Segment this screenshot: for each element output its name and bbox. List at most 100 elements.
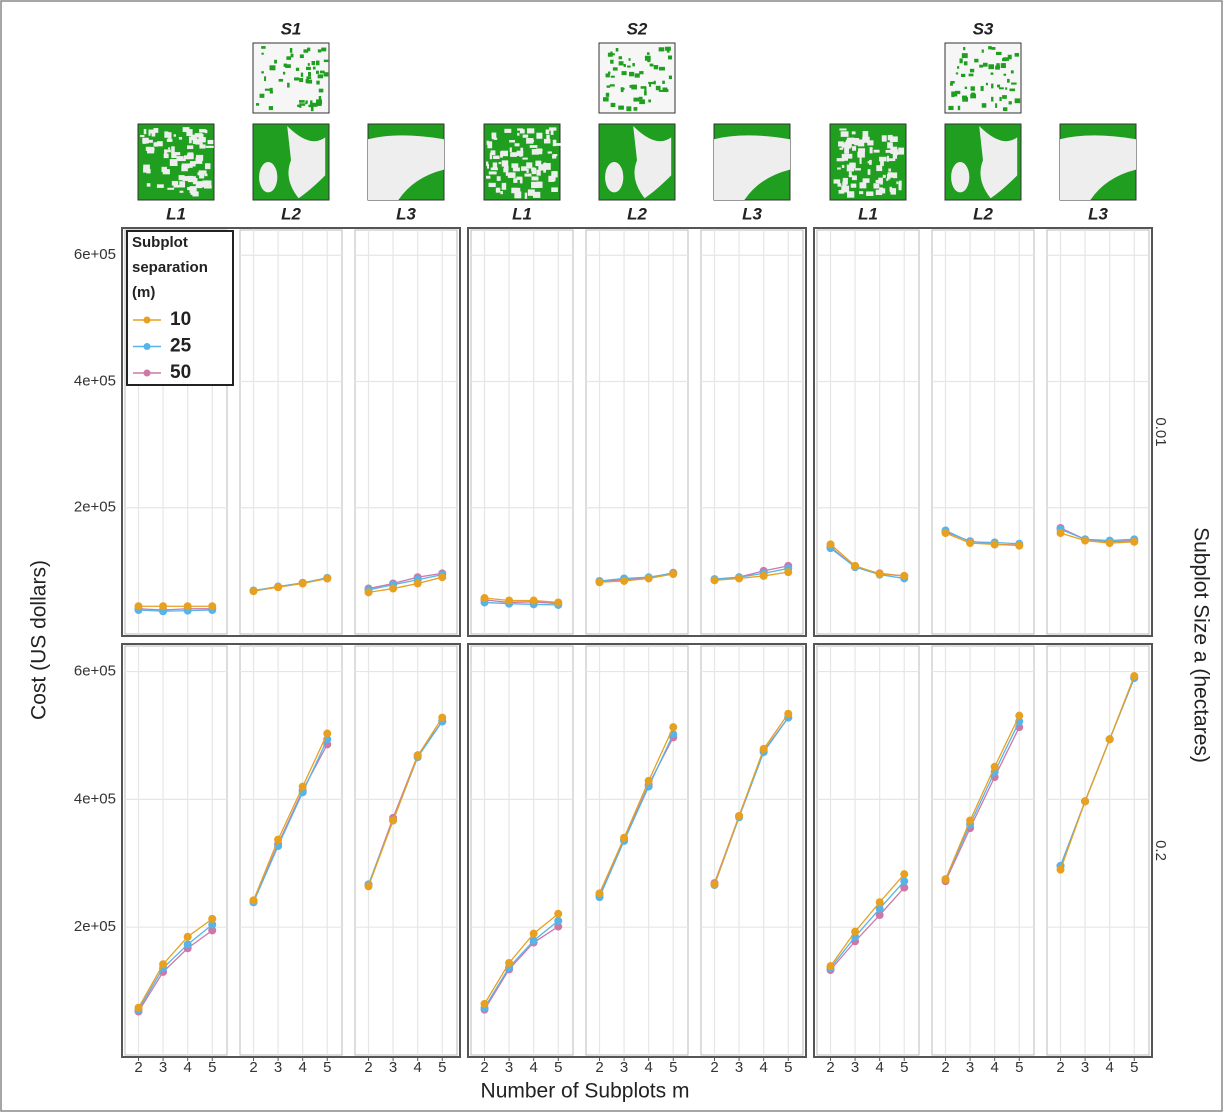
data-point bbox=[966, 539, 974, 547]
map-gap bbox=[843, 155, 847, 158]
map-gap bbox=[526, 138, 533, 144]
x-tick-label: 4 bbox=[414, 1059, 422, 1076]
map-gap bbox=[180, 191, 184, 193]
map-gap bbox=[874, 150, 880, 153]
data-point bbox=[711, 576, 719, 584]
map-dot bbox=[603, 97, 609, 101]
data-point bbox=[530, 930, 538, 938]
map-dot bbox=[960, 58, 963, 63]
map-gap bbox=[193, 139, 200, 144]
map-gap bbox=[501, 151, 508, 157]
column-strip-label: S2 bbox=[627, 19, 648, 38]
map-gap bbox=[143, 165, 150, 171]
data-point bbox=[184, 940, 192, 948]
map-gap bbox=[838, 183, 842, 186]
landscape-strip-label: L3 bbox=[396, 204, 416, 223]
map-dot bbox=[971, 86, 975, 90]
map-gap bbox=[852, 146, 856, 151]
x-tick-label: 3 bbox=[620, 1059, 628, 1076]
map-gap bbox=[543, 163, 551, 170]
map-dot bbox=[997, 85, 1000, 88]
map-dot bbox=[631, 85, 637, 90]
map-gap bbox=[867, 140, 873, 145]
map-dot bbox=[1003, 107, 1007, 111]
x-tick-label: 3 bbox=[735, 1059, 743, 1076]
y-tick-label: 2e+05 bbox=[74, 918, 116, 935]
map-gap bbox=[521, 166, 527, 171]
map-dot bbox=[613, 67, 618, 70]
data-point bbox=[274, 583, 282, 591]
data-point bbox=[827, 962, 835, 970]
map-dot bbox=[982, 49, 984, 52]
map-gap bbox=[153, 142, 158, 146]
map-gap bbox=[146, 147, 152, 151]
data-point bbox=[1057, 529, 1065, 537]
panel bbox=[586, 230, 688, 634]
data-point bbox=[760, 745, 768, 753]
data-point bbox=[827, 540, 835, 548]
map-dot bbox=[1002, 95, 1007, 99]
panel bbox=[471, 646, 573, 1055]
map-dot bbox=[634, 107, 638, 111]
map-dot bbox=[297, 105, 300, 107]
map-gap bbox=[199, 137, 206, 142]
map-thumbnail bbox=[945, 124, 1021, 200]
data-point bbox=[966, 816, 974, 824]
map-dot bbox=[662, 81, 665, 84]
map-thumbnail bbox=[830, 124, 906, 200]
map-gap bbox=[502, 183, 506, 190]
map-gap bbox=[857, 152, 865, 158]
panel bbox=[471, 230, 573, 634]
map-gap bbox=[852, 131, 856, 134]
data-point bbox=[554, 910, 562, 918]
map-gap bbox=[179, 137, 182, 140]
map-gap bbox=[548, 151, 552, 153]
data-point bbox=[645, 777, 653, 785]
map-gap bbox=[176, 156, 183, 161]
map-dot bbox=[290, 48, 292, 53]
map-dot bbox=[957, 66, 959, 69]
map-gap bbox=[522, 158, 527, 160]
map-gap bbox=[187, 145, 193, 149]
panel bbox=[701, 646, 803, 1055]
panel bbox=[817, 646, 919, 1055]
data-point bbox=[645, 574, 653, 582]
map-gap bbox=[527, 169, 529, 173]
x-tick-label: 4 bbox=[184, 1059, 192, 1076]
map-dot bbox=[1003, 58, 1009, 61]
map-dot bbox=[301, 103, 305, 105]
map-dot bbox=[965, 87, 967, 89]
map-gap bbox=[888, 143, 890, 148]
map-dot bbox=[284, 64, 287, 67]
map-dot bbox=[261, 46, 265, 49]
map-dot bbox=[286, 56, 291, 60]
map-gap bbox=[548, 176, 554, 182]
data-point bbox=[438, 573, 446, 581]
map-dot bbox=[324, 72, 329, 76]
map-dot bbox=[982, 103, 987, 108]
x-tick-label: 5 bbox=[208, 1059, 216, 1076]
map-dot bbox=[659, 47, 665, 51]
map-gap bbox=[172, 181, 178, 186]
map-dot bbox=[607, 85, 611, 87]
row-strip-label: 0.2 bbox=[1152, 840, 1169, 861]
map-thumbnail bbox=[253, 124, 329, 200]
map-gap bbox=[199, 144, 205, 148]
data-point bbox=[596, 889, 604, 897]
data-point bbox=[299, 580, 307, 588]
data-point bbox=[554, 917, 562, 925]
map-gap bbox=[535, 161, 541, 167]
x-tick-label: 2 bbox=[595, 1059, 603, 1076]
map-dot bbox=[991, 84, 993, 89]
panel bbox=[1047, 646, 1149, 1055]
data-point bbox=[784, 568, 792, 576]
legend-marker bbox=[144, 343, 151, 350]
map-dot bbox=[962, 96, 967, 99]
map-gap bbox=[163, 169, 170, 174]
map-dot bbox=[307, 80, 312, 84]
map-gap bbox=[517, 133, 519, 136]
map-dot bbox=[988, 46, 992, 49]
map-dot bbox=[627, 66, 631, 68]
map-dot bbox=[611, 103, 616, 107]
data-point bbox=[784, 710, 792, 718]
